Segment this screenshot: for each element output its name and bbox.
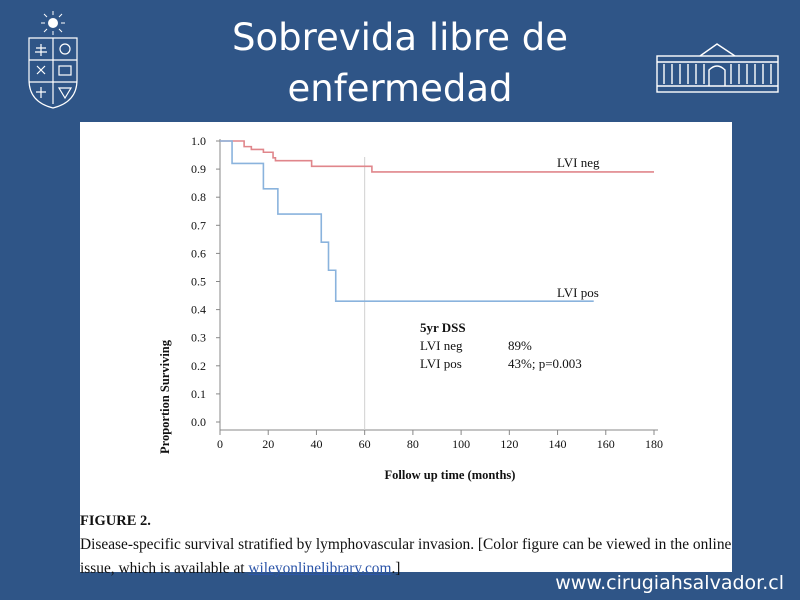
figure-caption: FIGURE 2. Disease-specific survival stra… — [80, 509, 732, 581]
y-tick-label: 0.7 — [191, 218, 206, 232]
figure-panel: 0.0 0.1 0.2 0.3 0.4 0.5 0.6 0.7 0.8 0.9 1.0 0 20 40 60… — [80, 122, 732, 577]
x-tick-label: 80 — [407, 437, 419, 451]
y-tick-label: 1.0 — [191, 134, 206, 148]
series-label-lvi-pos: LVI pos — [557, 285, 599, 300]
x-tick-label: 20 — [262, 437, 274, 451]
y-tick-label: 0.8 — [191, 190, 206, 204]
series-line-lvi-pos — [220, 140, 594, 302]
slide-title-line-2: enfermedad — [287, 67, 513, 110]
x-tick-label: 180 — [645, 437, 663, 451]
caption-end: .] — [391, 560, 401, 577]
series-label-lvi-neg: LVI neg — [557, 155, 600, 170]
series-line-lvi-neg — [220, 140, 654, 173]
y-tick-label: 0.1 — [191, 387, 206, 401]
y-tick-label: 0.0 — [191, 415, 206, 429]
y-axis-label: Proportion Surviving — [158, 339, 172, 454]
x-tick-label: 0 — [217, 437, 223, 451]
footer-url: www.cirugiahsalvador.cl — [555, 572, 784, 594]
annotation-box: 5yr DSS LVI neg 89% LVI pos 43%; p=0.003 — [420, 320, 582, 371]
slide-title-line-1: Sobrevida libre de — [231, 16, 569, 59]
x-tick-label: 40 — [310, 437, 322, 451]
annotation-row-value: 43%; p=0.003 — [508, 356, 582, 371]
annotation-row-label: LVI pos — [420, 356, 462, 371]
building-logo-icon — [656, 43, 779, 93]
chart-series — [220, 140, 654, 302]
annotation-title: 5yr DSS — [420, 320, 466, 335]
annotation-row-value: 89% — [508, 338, 532, 353]
x-tick-label: 140 — [549, 437, 567, 451]
y-tick-label: 0.6 — [191, 246, 206, 260]
chart-ticks: 0.0 0.1 0.2 0.3 0.4 0.5 0.6 0.7 0.8 0.9 1.0 0 20 40 60… — [191, 134, 663, 451]
university-crest-logo-icon — [28, 11, 78, 109]
x-tick-label: 60 — [359, 437, 371, 451]
y-tick-label: 0.4 — [191, 303, 206, 317]
annotation-row-label: LVI neg — [420, 338, 463, 353]
slide-title: Sobrevida libre de enfermedad — [150, 12, 650, 114]
y-tick-label: 0.3 — [191, 331, 206, 345]
y-tick-label: 0.9 — [191, 162, 206, 176]
y-tick-label: 0.5 — [191, 275, 206, 289]
survival-chart: 0.0 0.1 0.2 0.3 0.4 0.5 0.6 0.7 0.8 0.9 1.0 0 20 40 60… — [158, 134, 663, 482]
x-tick-label: 160 — [597, 437, 615, 451]
x-axis-label: Follow up time (months) — [385, 468, 516, 482]
x-tick-label: 100 — [452, 437, 470, 451]
caption-text: Disease-specific survival stratified by … — [80, 536, 732, 577]
caption-link[interactable]: wileyonlinelibrary.com — [248, 560, 392, 577]
chart-axes — [219, 139, 658, 431]
x-tick-label: 120 — [500, 437, 518, 451]
figure-label: FIGURE 2. — [80, 513, 151, 529]
y-tick-label: 0.2 — [191, 359, 206, 373]
